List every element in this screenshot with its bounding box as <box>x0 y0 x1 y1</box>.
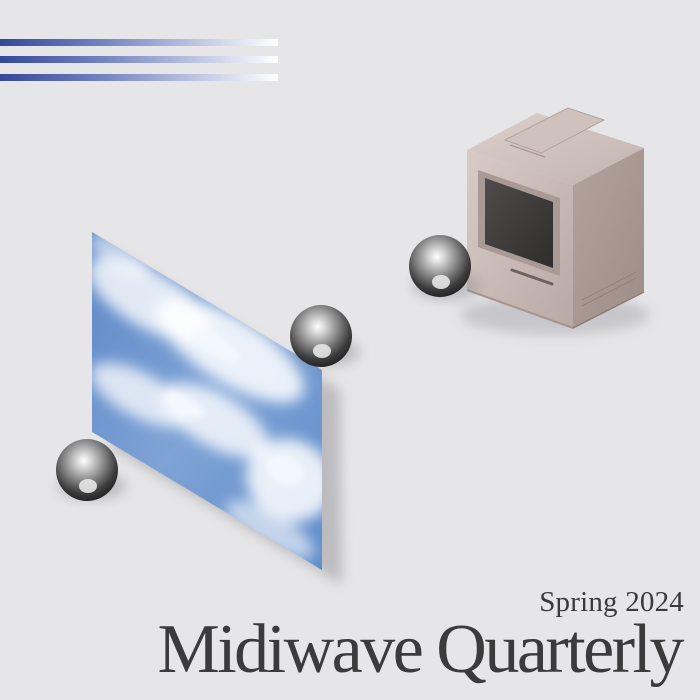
speed-stripes <box>0 39 278 81</box>
cover-subtitle: Spring 2024 <box>539 586 684 618</box>
sky-panel <box>92 232 342 585</box>
chrome-sphere <box>56 439 126 501</box>
chrome-sphere <box>290 305 360 367</box>
cover-title: Midiwave Quarterly <box>157 611 684 688</box>
chrome-sphere <box>409 235 480 300</box>
vintage-computer <box>460 107 650 335</box>
